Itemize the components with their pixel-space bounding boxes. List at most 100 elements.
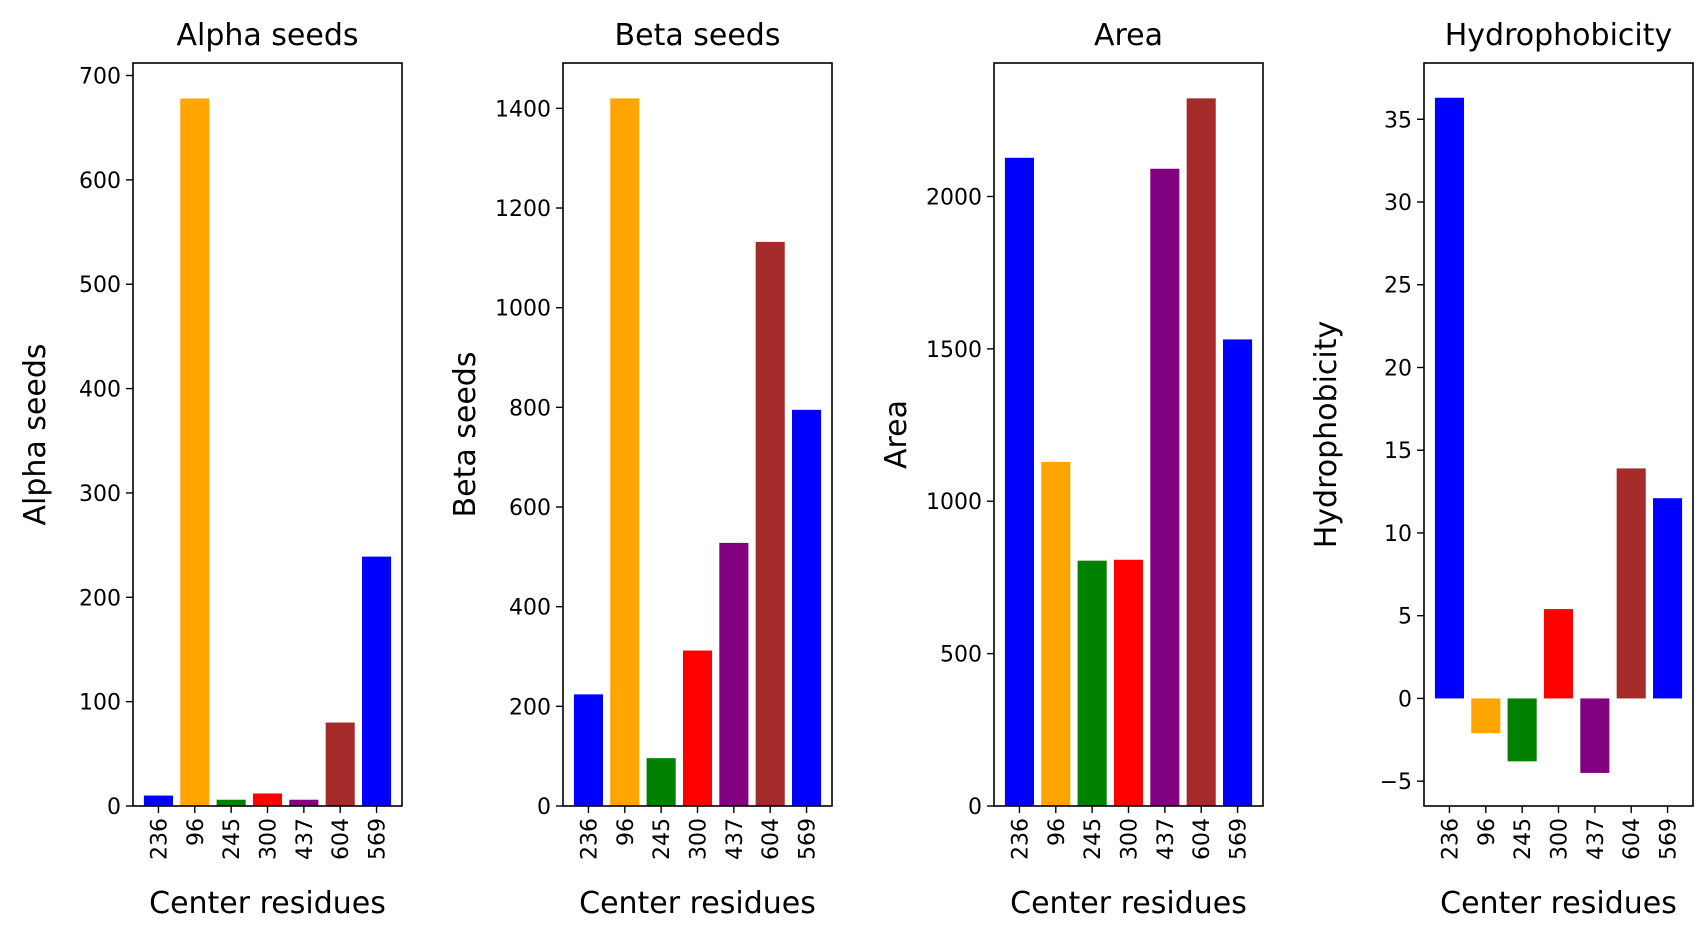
x-tick-label: 437 xyxy=(1154,818,1179,860)
y-tick-label: 400 xyxy=(79,378,121,403)
bar-96 xyxy=(1041,461,1071,806)
y-tick-label: 300 xyxy=(79,482,121,507)
x-tick-label: 236 xyxy=(577,818,602,860)
y-tick-label: 500 xyxy=(940,643,982,668)
bar-569 xyxy=(792,409,822,806)
y-tick-label: 800 xyxy=(509,396,551,421)
y-tick-label: 25 xyxy=(1384,274,1412,299)
bar-604 xyxy=(1616,468,1646,699)
x-tick-label: 96 xyxy=(184,818,209,846)
y-tick-label: 15 xyxy=(1384,439,1412,464)
x-tick-label: 300 xyxy=(1118,818,1143,860)
x-tick-label: 96 xyxy=(1475,818,1500,846)
y-tick-label: 400 xyxy=(509,596,551,621)
x-tick-label: 604 xyxy=(759,818,784,860)
y-tick-label: −5 xyxy=(1380,770,1412,795)
y-tick-label: 0 xyxy=(968,795,982,820)
x-tick-label: 245 xyxy=(1511,818,1536,860)
y-tick-label: 500 xyxy=(79,273,121,298)
bar-300 xyxy=(1543,609,1574,699)
x-tick-label: 300 xyxy=(257,818,282,860)
chart-panel-3: 0 500 1000 1500 2000 236 96 245 300 437 604 569 Area… xyxy=(879,18,1264,921)
x-tick-label: 569 xyxy=(1657,818,1682,860)
y-axis-label: Beta seeds xyxy=(448,352,483,518)
bar-604 xyxy=(325,722,355,806)
bar-245 xyxy=(1507,698,1537,762)
y-tick-label: 1000 xyxy=(495,297,551,322)
bar-437 xyxy=(1150,168,1180,806)
x-axis-label: Center residues xyxy=(1010,886,1247,921)
bar-569 xyxy=(362,556,392,806)
bar-300 xyxy=(252,793,283,806)
bar-236 xyxy=(1434,97,1464,699)
chart-title: Beta seeds xyxy=(615,18,781,53)
chart-title: Area xyxy=(1094,18,1163,53)
x-tick-label: 604 xyxy=(1620,818,1645,860)
x-tick-label: 437 xyxy=(1584,818,1609,860)
y-tick-label: 1000 xyxy=(926,490,982,515)
bar-437 xyxy=(719,542,749,806)
y-tick-label: 0 xyxy=(1398,687,1412,712)
y-tick-label: 1400 xyxy=(495,97,551,122)
x-axis-label: Center residues xyxy=(1440,886,1677,921)
chart-panel-1: 0 100 200 300 400 500 600 700 236 96 245 300 437 604 5… xyxy=(18,18,403,921)
bar-569 xyxy=(1223,339,1253,806)
bar-96 xyxy=(610,98,640,806)
chart-title: Hydrophobicity xyxy=(1445,18,1673,53)
bar-300 xyxy=(1113,559,1144,806)
x-tick-label: 236 xyxy=(147,818,172,860)
x-tick-label: 604 xyxy=(329,818,354,860)
bar-245 xyxy=(1077,560,1107,806)
y-axis-label: Area xyxy=(879,400,914,469)
y-axis-label: Hydrophobicity xyxy=(1309,321,1344,549)
chart-title: Alpha seeds xyxy=(176,18,358,53)
bar-245 xyxy=(646,758,676,806)
x-axis-label: Center residues xyxy=(579,886,816,921)
bar-437 xyxy=(1580,698,1610,773)
y-tick-label: 20 xyxy=(1384,356,1412,381)
bar-245 xyxy=(216,799,246,806)
x-tick-label: 96 xyxy=(1045,818,1070,846)
x-tick-label: 96 xyxy=(614,818,639,846)
x-tick-label: 300 xyxy=(687,818,712,860)
x-tick-label: 569 xyxy=(366,818,391,860)
bar-300 xyxy=(682,650,713,806)
y-tick-label: 200 xyxy=(79,586,121,611)
bar-437 xyxy=(289,799,319,806)
chart-panel-4: −5 0 5 10 15 20 25 30 35 236 96 245 300 437 604 569 Hydr… xyxy=(1309,18,1694,921)
bar-604 xyxy=(755,241,785,806)
x-tick-label: 245 xyxy=(1081,818,1106,860)
bar-96 xyxy=(180,98,210,807)
x-tick-label: 604 xyxy=(1190,818,1215,860)
y-tick-label: 2000 xyxy=(926,185,982,210)
y-tick-label: 5 xyxy=(1398,605,1412,630)
chart-panel-2: 0 200 400 600 800 1000 1200 1400 236 96 245 300 437 6… xyxy=(448,18,833,921)
bar-236 xyxy=(573,694,603,806)
x-tick-label: 245 xyxy=(650,818,675,860)
x-tick-label: 236 xyxy=(1438,818,1463,860)
y-tick-label: 700 xyxy=(79,65,121,90)
bar-236 xyxy=(143,795,173,806)
bar-96 xyxy=(1471,698,1501,734)
y-tick-label: 600 xyxy=(509,496,551,521)
y-tick-label: 0 xyxy=(107,795,121,820)
y-tick-label: 100 xyxy=(79,691,121,716)
x-axis-label: Center residues xyxy=(149,886,386,921)
bar-604 xyxy=(1186,98,1216,807)
x-tick-label: 569 xyxy=(796,818,821,860)
y-tick-label: 35 xyxy=(1384,108,1412,133)
y-tick-label: 600 xyxy=(79,169,121,194)
y-tick-label: 10 xyxy=(1384,522,1412,547)
axes-frame xyxy=(132,62,403,807)
y-axis-label: Alpha seeds xyxy=(18,343,53,525)
x-tick-label: 245 xyxy=(220,818,245,860)
y-tick-label: 30 xyxy=(1384,191,1412,216)
bar-569 xyxy=(1653,498,1683,699)
x-tick-label: 437 xyxy=(723,818,748,860)
y-tick-label: 1500 xyxy=(926,338,982,363)
y-tick-label: 0 xyxy=(537,795,551,820)
bar-236 xyxy=(1004,157,1034,806)
y-tick-label: 1200 xyxy=(495,197,551,222)
x-tick-label: 300 xyxy=(1548,818,1573,860)
